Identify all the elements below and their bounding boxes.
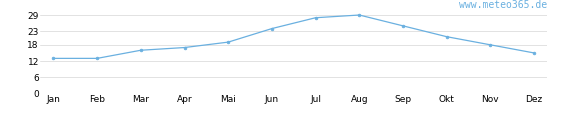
Text: www.meteo365.de: www.meteo365.de — [459, 0, 547, 9]
